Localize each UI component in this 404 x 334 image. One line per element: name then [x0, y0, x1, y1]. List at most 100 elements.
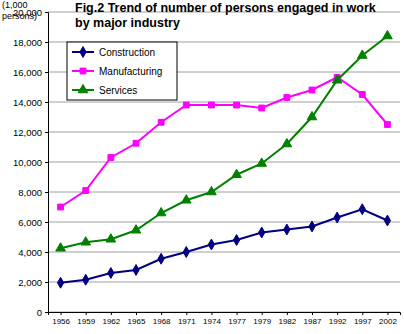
y-tick-mark [45, 282, 48, 283]
series-marker [359, 204, 365, 215]
y-tick-label: 6,000 [18, 217, 42, 228]
series-marker [234, 102, 240, 108]
series-marker [131, 225, 141, 233]
y-tick-label: 10,000 [13, 157, 42, 168]
legend-label: Services [99, 85, 137, 96]
x-tick: 1979 [253, 312, 271, 326]
x-tick: 1959 [77, 312, 95, 326]
legend: Construction Manufacturing Services [67, 42, 177, 100]
series-line [61, 36, 388, 248]
series-marker [108, 155, 114, 161]
series-marker [282, 138, 292, 146]
x-tick-label: 1977 [228, 317, 246, 326]
legend-box [67, 42, 177, 100]
series-marker [359, 92, 365, 98]
x-tick: 1971 [178, 312, 196, 326]
y-tick-mark [45, 12, 48, 13]
x-tick: 1982 [278, 312, 296, 326]
x-axis: 1956 1959 1962 1965 1968 1971 1974 1977 1979 1982… [49, 312, 401, 326]
legend-marker [80, 47, 86, 58]
series-marker [257, 158, 267, 166]
y-tick-label: 2,000 [18, 277, 42, 288]
y-tick-label: 18,000 [13, 37, 42, 48]
chart: 0 2,000 4,000 6,000 8,000 10,000 12,000 14,000 1… [0, 0, 404, 334]
y-tick: 8,000 [18, 187, 48, 198]
series-marker [307, 111, 317, 119]
y-tick: 16,000 [13, 67, 48, 78]
series-marker [133, 265, 139, 276]
x-tick-mark [186, 312, 187, 315]
x-tick-mark [61, 312, 62, 315]
series-marker [83, 274, 89, 285]
series-marker [209, 102, 215, 108]
series-marker [133, 140, 139, 146]
series-marker [183, 102, 189, 108]
legend-marker [78, 84, 88, 92]
y-tick-mark [45, 222, 48, 223]
series-marker [383, 30, 393, 38]
title-line: Fig.2 Trend of number of persons engaged… [75, 1, 376, 15]
series-line [61, 209, 388, 283]
x-tick-label: 1959 [77, 317, 95, 326]
series-marker [384, 215, 390, 226]
x-axis-line [49, 313, 401, 316]
y-tick: 14,000 [13, 97, 48, 108]
y-tick: 6,000 [18, 217, 48, 228]
y-tick-mark [45, 312, 48, 313]
plot-area [56, 30, 392, 288]
y-tick-label: 8,000 [18, 187, 42, 198]
y-tick-label: 14,000 [13, 97, 42, 108]
x-tick-mark [312, 312, 313, 315]
x-tick-label: 1968 [153, 317, 171, 326]
legend-item: Services [72, 84, 137, 96]
x-tick-mark [211, 312, 212, 315]
series-marker [357, 50, 367, 58]
x-tick-label: 1956 [52, 317, 70, 326]
x-tick: 1962 [102, 312, 120, 326]
grid-line [48, 192, 400, 193]
series-marker [309, 87, 315, 93]
y-tick: 0 [37, 307, 48, 318]
y-tick-mark [45, 132, 48, 133]
x-tick-label: 1987 [304, 317, 322, 326]
legend-label: Construction [99, 47, 155, 58]
x-tick-mark [237, 312, 238, 315]
series-marker [284, 224, 290, 235]
title-line: by major industry [75, 16, 180, 30]
legend-item: Manufacturing [72, 66, 162, 77]
y-tick-mark [45, 42, 48, 43]
x-tick-mark [111, 312, 112, 315]
series-marker [158, 119, 164, 125]
series-marker [183, 247, 189, 258]
y-axis-title-line: (1,000 [2, 0, 28, 10]
x-tick: 1977 [228, 312, 246, 326]
y-tick-mark [45, 162, 48, 163]
y-axis-title-line: persons) [2, 11, 37, 21]
series-marker [207, 186, 217, 194]
series-marker [108, 268, 114, 279]
grid-line [48, 102, 400, 103]
x-tick-mark [136, 312, 137, 315]
y-tick-mark [45, 72, 48, 73]
x-tick: 1974 [203, 312, 221, 326]
x-tick: 1965 [128, 312, 146, 326]
y-tick: 18,000 [13, 37, 48, 48]
y-tick-label: 4,000 [18, 247, 42, 258]
legend-item: Construction [72, 47, 155, 58]
grid [48, 12, 400, 312]
x-tick-label: 1992 [329, 317, 347, 326]
series-marker [83, 188, 89, 194]
grid-line [48, 222, 400, 223]
series-marker [233, 235, 239, 246]
legend-marker [80, 68, 86, 74]
y-tick: 10,000 [13, 157, 48, 168]
x-tick-mark [287, 312, 288, 315]
x-tick-label: 1979 [253, 317, 271, 326]
y-tick-label: 12,000 [13, 127, 42, 138]
x-tick-label: 1997 [354, 317, 372, 326]
series-marker [181, 195, 191, 203]
x-tick-label: 1965 [128, 317, 146, 326]
grid-line [48, 132, 400, 133]
grid-line [48, 162, 400, 163]
y-tick-mark [45, 192, 48, 193]
